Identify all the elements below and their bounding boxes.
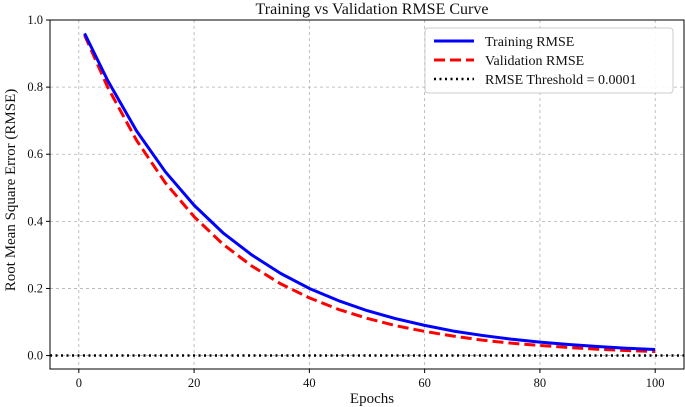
x-tick-label: 100: [646, 376, 665, 390]
y-tick-label: 0.8: [27, 80, 43, 94]
y-tick-label: 1.0: [27, 13, 43, 27]
y-axis-label: Root Mean Square Error (RMSE): [3, 89, 19, 291]
legend: Training RMSE Validation RMSE RMSE Thres…: [424, 27, 674, 94]
x-tick-label: 60: [418, 376, 431, 390]
legend-box: [424, 27, 674, 94]
axis-ticks: 0 20 40 60 80 100 0.0 0.2 0.4 0.6 0.8 1.0: [27, 13, 664, 390]
series-group: [50, 32, 684, 357]
x-tick-label: 0: [76, 376, 82, 390]
validation-rmse-line: [83, 34, 656, 354]
x-tick-label: 40: [303, 376, 316, 390]
legend-label-threshold: RMSE Threshold = 0.0001: [485, 73, 637, 88]
training-rmse-line: [83, 32, 656, 352]
x-tick-label: 20: [188, 376, 201, 390]
chart-title: Training vs Validation RMSE Curve: [256, 1, 489, 18]
y-tick-label: 0.2: [27, 281, 43, 295]
legend-label-validation: Validation RMSE: [485, 54, 584, 69]
y-tick-label: 0.0: [27, 349, 43, 363]
x-tick-label: 80: [534, 376, 547, 390]
legend-label-training: Training RMSE: [485, 35, 574, 50]
plot-frame: [49, 19, 685, 370]
y-tick-label: 0.6: [27, 147, 43, 161]
x-axis-label: Epochs: [350, 391, 394, 407]
y-tick-label: 0.4: [27, 214, 43, 228]
